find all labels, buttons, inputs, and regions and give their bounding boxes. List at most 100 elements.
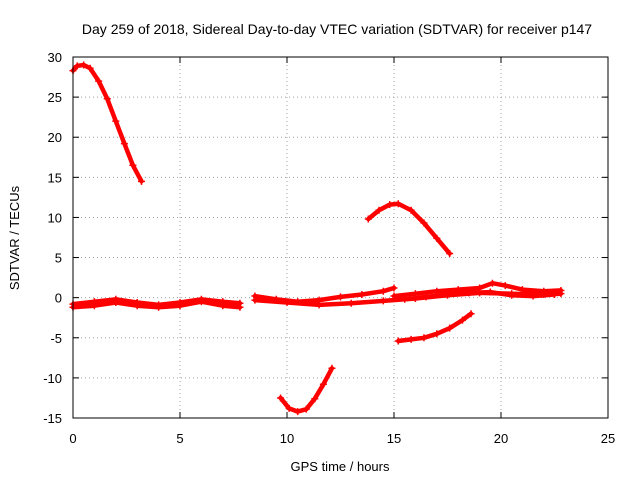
data-point — [315, 301, 323, 309]
data-point — [433, 234, 441, 242]
data-point — [557, 286, 565, 294]
y-tick-label: 30 — [48, 50, 62, 65]
y-tick-labels: 30 25 20 15 10 5 0 -5 -10 -15 — [43, 50, 62, 426]
series-line — [252, 285, 397, 304]
data-point — [488, 279, 496, 287]
data-point — [420, 219, 428, 227]
data-point — [375, 206, 383, 214]
y-tick-label: 25 — [48, 90, 62, 105]
data-point — [446, 324, 454, 332]
data-point — [422, 293, 430, 301]
x-tick-label: 0 — [69, 431, 76, 446]
y-tick-label: -15 — [43, 411, 62, 426]
data-point — [444, 290, 451, 298]
data-point — [133, 302, 141, 310]
x-tick-label: 20 — [494, 431, 508, 446]
y-tick-label: 10 — [48, 210, 62, 225]
data-point — [358, 290, 366, 298]
data-point — [103, 95, 111, 103]
data-point — [219, 302, 227, 310]
data-point — [197, 298, 205, 306]
data-point — [137, 177, 145, 185]
data-point — [112, 117, 120, 125]
data-point — [508, 291, 516, 299]
data-point — [112, 298, 120, 306]
y-tick-label: 20 — [48, 130, 62, 145]
series-line — [396, 311, 474, 344]
plot-frame — [72, 56, 609, 419]
data-point — [407, 335, 415, 343]
series-arc-7 — [364, 200, 454, 258]
data-point — [394, 337, 402, 345]
data-point — [467, 310, 475, 318]
series-arc-4 — [251, 284, 398, 306]
data-point — [465, 289, 473, 297]
data-point — [390, 292, 398, 300]
data-point — [407, 206, 415, 214]
data-point — [328, 364, 336, 372]
data-point — [311, 395, 319, 403]
data-point — [80, 61, 88, 69]
grid — [73, 57, 608, 418]
data-point — [386, 201, 394, 209]
data-point — [86, 64, 94, 72]
y-tick-label: 0 — [55, 291, 62, 306]
y-tick-label: -5 — [50, 331, 62, 346]
series-layer — [69, 61, 565, 416]
data-point — [420, 334, 428, 342]
series-line — [70, 62, 144, 184]
data-point — [379, 287, 387, 295]
data-point — [551, 290, 558, 298]
data-point — [277, 394, 285, 402]
data-point — [347, 299, 355, 307]
series-arc-9 — [390, 279, 565, 300]
x-axis-label: GPS time / hours — [291, 459, 390, 474]
data-point — [90, 302, 98, 310]
series-arc-10 — [401, 288, 558, 303]
data-point — [486, 288, 494, 296]
data-point — [73, 62, 81, 70]
data-point — [401, 295, 409, 303]
data-point — [446, 250, 454, 258]
x-tick-label: 25 — [601, 431, 615, 446]
data-point — [529, 292, 537, 300]
data-point — [433, 330, 441, 338]
data-point — [155, 303, 163, 311]
data-point — [176, 302, 184, 310]
series-line — [278, 366, 335, 414]
x-tick-label: 15 — [387, 431, 401, 446]
y-tick-label: 5 — [55, 251, 62, 266]
data-point — [129, 161, 137, 169]
data-point — [518, 286, 526, 294]
chart-title: Day 259 of 2018, Sidereal Day-to-day VTE… — [82, 21, 592, 37]
series-line — [366, 201, 452, 256]
series-line — [402, 289, 557, 302]
data-point — [95, 77, 103, 85]
data-point — [501, 282, 509, 290]
x-tick-label: 10 — [280, 431, 294, 446]
data-point — [285, 404, 293, 412]
data-point — [390, 284, 398, 292]
data-point — [236, 303, 244, 311]
series-arc-8 — [394, 310, 475, 345]
data-point — [364, 215, 372, 223]
data-point — [458, 316, 466, 324]
series-arc-3 — [69, 298, 244, 311]
y-tick-label: 15 — [48, 170, 62, 185]
data-point — [379, 297, 387, 305]
y-tick-label: -10 — [43, 371, 62, 386]
data-point — [302, 405, 310, 413]
x-tick-label: 5 — [176, 431, 183, 446]
data-point — [120, 140, 128, 148]
data-point — [251, 296, 259, 304]
data-point — [319, 380, 327, 388]
series-line — [391, 280, 564, 299]
axis-ticks — [72, 56, 609, 419]
data-point — [394, 200, 402, 208]
series-arc-6 — [277, 364, 336, 416]
data-point — [283, 298, 291, 306]
y-axis-label: SDTVAR / TECUs — [7, 185, 22, 290]
series-arc-1 — [69, 61, 145, 185]
data-point — [337, 293, 344, 301]
